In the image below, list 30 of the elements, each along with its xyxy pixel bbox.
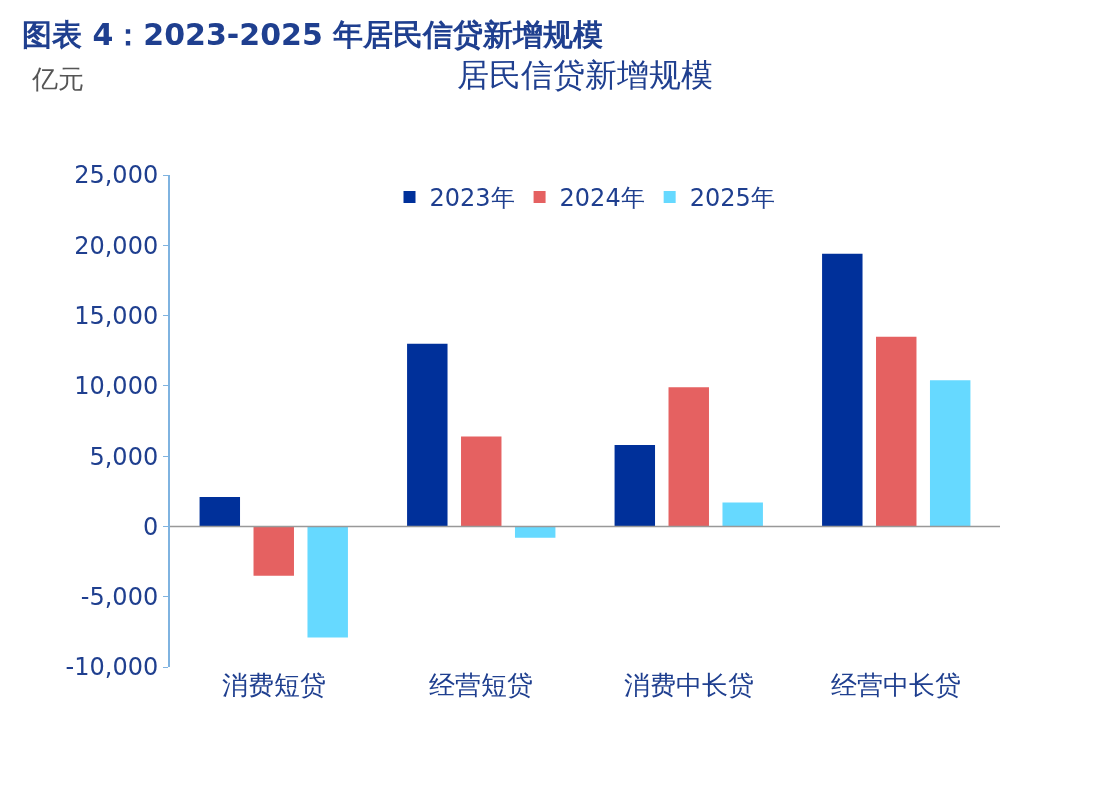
legend-label: 2023年 — [429, 184, 515, 213]
bar — [514, 526, 556, 538]
bar — [307, 526, 348, 638]
bar — [461, 436, 502, 527]
y-tick-label: 0 — [142, 512, 159, 541]
bar — [722, 502, 763, 527]
legend-label: 2024年 — [559, 184, 645, 213]
x-tick-label: 消费短贷 — [221, 670, 326, 700]
y-tick-label: 25,000 — [74, 161, 159, 190]
x-tick-label: 消费中长贷 — [623, 670, 754, 700]
y-tick-label: 20,000 — [74, 231, 159, 260]
y-tick-label: 5,000 — [89, 442, 159, 471]
bar — [407, 343, 448, 527]
bar — [614, 444, 656, 527]
x-tick-label: 经营中长贷 — [831, 670, 962, 700]
chart-subtitle: 居民信贷新增规模 — [457, 56, 713, 94]
bar — [199, 496, 241, 527]
x-tick-label: 经营短贷 — [429, 670, 534, 700]
y-tick-label: 10,000 — [74, 372, 159, 401]
bar — [668, 387, 709, 527]
legend-label: 2025年 — [689, 184, 775, 213]
y-axis-title: 亿元 — [31, 64, 84, 94]
bar — [822, 253, 863, 527]
y-tick-label: -10,000 — [65, 653, 159, 682]
y-tick-label: 15,000 — [74, 301, 159, 330]
y-tick-label: -5,000 — [80, 583, 159, 612]
bar — [876, 336, 917, 527]
chart-title: 图表 4：2023-2025 年居民信贷新增规模 — [22, 16, 604, 52]
bar — [253, 526, 294, 576]
bar — [929, 380, 971, 527]
